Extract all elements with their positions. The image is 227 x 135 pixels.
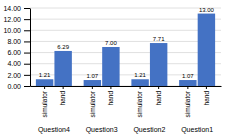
y-tick-label: 6.00	[7, 49, 21, 56]
x-tick-mark	[110, 86, 111, 89]
y-tick-mark	[24, 75, 30, 76]
x-tick-label: simulator	[184, 90, 191, 117]
chart: 0.002.004.006.008.0010.0012.0014.001.211…	[0, 0, 227, 135]
data-label: 1.21	[39, 72, 51, 78]
x-tick-mark	[92, 86, 93, 89]
y-tick-label: 10.00	[3, 27, 21, 34]
group-label: Question4	[38, 126, 70, 134]
group-labels: Question4 Question3 Question2 Question1	[38, 126, 213, 134]
y-axis: 0.00 2.00 4.00 6.00 8.00 10.00 12.00 14.00	[3, 5, 30, 90]
y-tick-mark	[24, 8, 30, 9]
bar	[84, 80, 101, 86]
group-label: Question1	[181, 126, 213, 134]
x-sub-axis: simulator hand	[89, 86, 115, 117]
x-tick: hand	[59, 86, 66, 105]
y-tick-label: 4.00	[7, 60, 21, 67]
bar	[150, 43, 167, 86]
bar	[102, 47, 119, 86]
x-tick-mark	[44, 86, 45, 89]
y-tick-label: 14.00	[3, 5, 21, 12]
y-tick-mark	[24, 53, 30, 54]
x-sub-axis: simulator hand	[184, 86, 210, 117]
y-tick-label: 8.00	[7, 38, 21, 45]
x-tick-mark	[140, 86, 141, 89]
y-tick: 0.00	[7, 83, 30, 90]
x-tick-label: simulator	[41, 90, 48, 117]
x-tick-label: hand	[155, 91, 162, 106]
x-tick: hand	[203, 86, 210, 105]
x-tick: simulator	[89, 86, 96, 117]
y-tick: 12.00	[3, 16, 30, 23]
x-tick-label: hand	[203, 91, 210, 106]
bars	[36, 14, 215, 86]
y-tick-mark	[24, 30, 30, 31]
x-tick-mark	[158, 86, 159, 89]
y-tick-mark	[24, 64, 30, 65]
y-tick-label: 12.00	[3, 16, 21, 23]
grid-line	[30, 19, 221, 20]
x-axis-line	[31, 86, 222, 87]
y-tick: 10.00	[3, 27, 30, 34]
x-sub-axis: simulator hand	[136, 86, 162, 117]
data-label: 13.00	[199, 7, 215, 13]
data-label: 6.29	[57, 44, 69, 50]
y-tick-mark	[24, 41, 30, 42]
y-tick-mark	[24, 19, 30, 20]
data-label: 1.21	[134, 72, 146, 78]
grid	[30, 8, 221, 86]
x-tick-label: hand	[59, 91, 66, 106]
grid-line	[30, 8, 221, 9]
x-sub-axis: simulator hand	[41, 86, 67, 117]
x-tick-mark	[206, 86, 207, 89]
bar	[198, 14, 215, 86]
x-tick-label: simulator	[89, 90, 96, 117]
data-label: 1.07	[182, 73, 194, 79]
y-tick: 8.00	[7, 38, 30, 45]
y-tick-label: 2.00	[7, 72, 21, 79]
x-tick-label: simulator	[136, 90, 143, 117]
y-tick: 14.00	[3, 5, 30, 12]
plot: 0.002.004.006.008.0010.0012.0014.001.211…	[3, 5, 221, 134]
y-tick: 2.00	[7, 72, 30, 79]
data-label: 7.71	[153, 36, 165, 42]
group-label: Question3	[86, 126, 118, 134]
bar	[36, 79, 53, 86]
x-tick-mark	[187, 86, 188, 89]
x-tick: simulator	[184, 86, 191, 117]
data-labels: 1.21 1.07 1.21 1.07 6.29 7.00 7.71 13.00	[39, 7, 215, 79]
chart-container: 0.002.004.006.008.0010.0012.0014.001.211…	[0, 0, 227, 135]
x-tick: simulator	[41, 86, 48, 117]
x-tick-label: hand	[107, 91, 114, 106]
y-tick: 6.00	[7, 49, 30, 56]
group-label: Question2	[133, 126, 165, 134]
y-tick-label: 0.00	[7, 83, 21, 90]
bar	[131, 79, 148, 86]
x-axis	[31, 86, 222, 87]
bar	[179, 80, 196, 86]
x-tick: hand	[107, 86, 114, 105]
grid-line	[30, 30, 221, 31]
y-tick-mark	[24, 86, 30, 87]
x-tick: simulator	[136, 86, 143, 117]
data-label: 1.07	[87, 73, 99, 79]
y-tick: 4.00	[7, 60, 30, 67]
bar	[54, 51, 71, 86]
grid-line	[30, 41, 221, 42]
data-label: 7.00	[105, 40, 117, 46]
x-tick: hand	[155, 86, 162, 105]
x-tick-mark	[63, 86, 64, 89]
y-axis-line	[30, 9, 31, 87]
